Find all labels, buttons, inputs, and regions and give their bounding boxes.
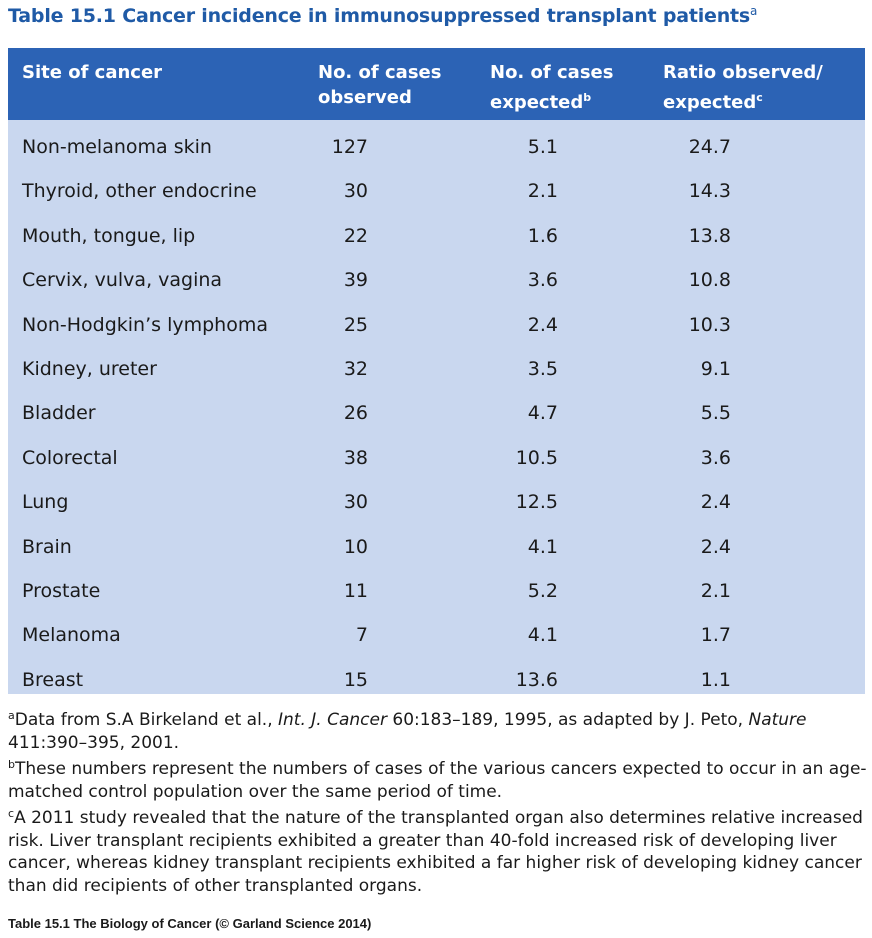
cell-observed: 15 [343, 668, 368, 691]
footnote-b: bThese numbers represent the numbers of … [8, 758, 867, 802]
cell-site: Breast [22, 668, 84, 691]
cell-observed: 127 [331, 136, 368, 158]
header-expected: No. of cases expectedb [490, 62, 614, 113]
table-row: Kidney, ureter 32 3.5 9.1 [8, 347, 865, 391]
footnote-mark-b: b [583, 91, 592, 104]
cell-site: Colorectal [22, 446, 118, 469]
journal-int-j-cancer: Int. J. Cancer [278, 710, 387, 730]
cell-expected: 12.5 [515, 491, 558, 514]
cell-ratio: 2.1 [700, 579, 731, 602]
cell-expected: 10.5 [515, 446, 558, 469]
cell-expected: 4.1 [527, 535, 558, 558]
cell-site: Lung [22, 491, 69, 514]
cell-site: Brain [22, 535, 72, 558]
table-row: Colorectal 38 10.5 3.6 [8, 436, 865, 480]
cell-ratio: 13.8 [688, 224, 731, 247]
cell-ratio: 3.6 [700, 446, 731, 469]
journal-nature: Nature [748, 710, 807, 730]
cell-ratio: 2.4 [700, 535, 731, 558]
cell-site: Kidney, ureter [22, 357, 157, 380]
cell-site: Mouth, tongue, lip [22, 224, 196, 247]
cell-site: Bladder [22, 402, 96, 425]
cell-expected: 5.2 [527, 579, 558, 602]
cell-observed: 22 [343, 224, 368, 247]
cell-observed: 38 [343, 446, 368, 469]
table-row: Thyroid, other endocrine 30 2.1 14.3 [8, 169, 865, 213]
cell-observed: 10 [343, 535, 368, 558]
cell-expected: 3.6 [527, 269, 558, 292]
cell-ratio: 1.7 [700, 624, 731, 647]
cell-expected: 4.1 [527, 624, 558, 647]
cell-expected: 3.5 [527, 357, 558, 380]
cell-site: Thyroid, other endocrine [22, 180, 257, 203]
table-number: Table 15.1 [8, 5, 116, 27]
table-row: Non-melanoma skin 127 5.1 24.7 [8, 125, 865, 169]
data-table: Site of cancer No. of cases observed No.… [8, 48, 865, 694]
cell-observed: 25 [343, 313, 368, 336]
header-ratio: Ratio observed/ expectedc [663, 62, 823, 113]
cell-ratio: 2.4 [700, 491, 731, 514]
header-observed: No. of cases observed [318, 62, 442, 108]
table-row: Lung 30 12.5 2.4 [8, 480, 865, 524]
table-title: Table 15.1 Cancer incidence in immunosup… [8, 4, 757, 27]
cell-observed: 30 [343, 491, 368, 514]
table-row: Melanoma 7 4.1 1.7 [8, 613, 865, 657]
cell-observed: 30 [343, 180, 368, 203]
table-row: Brain 10 4.1 2.4 [8, 525, 865, 569]
cell-observed: 32 [343, 357, 368, 380]
cell-site: Non-melanoma skin [22, 136, 212, 158]
footnote-a: aData from S.A Birkeland et al., Int. J.… [8, 709, 807, 753]
cell-site: Non-Hodgkin’s lymphoma [22, 313, 268, 336]
cell-expected: 2.1 [527, 180, 558, 203]
cell-expected: 1.6 [527, 224, 558, 247]
cell-expected: 5.1 [527, 136, 558, 158]
table-row: Bladder 26 4.7 5.5 [8, 391, 865, 435]
cell-expected: 2.4 [527, 313, 558, 336]
table-row: Breast 15 13.6 1.1 [8, 658, 865, 702]
footnotes: aData from S.A Birkeland et al., Int. J.… [8, 705, 868, 897]
cell-observed: 26 [343, 402, 368, 425]
table-row: Non-Hodgkin’s lymphoma 25 2.4 10.3 [8, 303, 865, 347]
cell-ratio: 24.7 [688, 136, 731, 158]
cell-site: Prostate [22, 579, 101, 602]
footnote-c: cA 2011 study revealed that the nature o… [8, 807, 863, 896]
figure-credit: Table 15.1 The Biology of Cancer (© Garl… [8, 916, 372, 931]
footnote-mark-a: a [750, 4, 758, 18]
cell-expected: 13.6 [515, 668, 558, 691]
cell-ratio: 9.1 [700, 357, 731, 380]
cell-ratio: 14.3 [688, 180, 731, 203]
cell-ratio: 10.3 [688, 313, 731, 336]
cell-observed: 39 [343, 269, 368, 292]
table-caption: Cancer incidence in immunosuppressed tra… [122, 5, 751, 27]
cell-observed: 11 [343, 579, 368, 602]
cell-ratio: 5.5 [700, 402, 731, 425]
cell-site: Melanoma [22, 624, 121, 647]
table-header: Site of cancer No. of cases observed No.… [8, 48, 865, 120]
cell-ratio: 1.1 [700, 668, 731, 691]
table-body: Non-melanoma skin 127 5.1 24.7 Thyroid, … [8, 120, 865, 702]
table-row: Prostate 11 5.2 2.1 [8, 569, 865, 613]
cell-site: Cervix, vulva, vagina [22, 269, 223, 292]
header-site: Site of cancer [22, 62, 163, 83]
footnote-mark-c: c [756, 91, 763, 104]
cell-observed: 7 [355, 624, 368, 647]
cell-ratio: 10.8 [688, 269, 731, 292]
cell-expected: 4.7 [527, 402, 558, 425]
table-row: Cervix, vulva, vagina 39 3.6 10.8 [8, 258, 865, 302]
table-row: Mouth, tongue, lip 22 1.6 13.8 [8, 214, 865, 258]
